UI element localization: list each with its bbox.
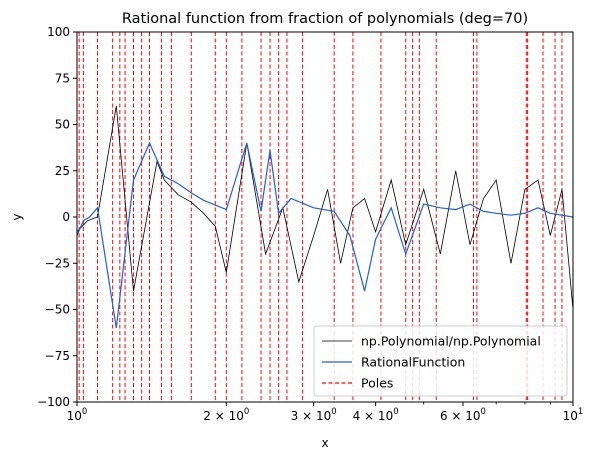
y-tick-label: 25 bbox=[55, 164, 70, 178]
y-tick-label: 75 bbox=[55, 71, 70, 85]
x-tick-label: 101 bbox=[563, 407, 584, 423]
x-axis: 100 2 × 100 3 × 100 4 × 100 6 × 100 101 bbox=[67, 402, 584, 423]
y-tick-label: −75 bbox=[45, 349, 70, 363]
legend: np.Polynomial/np.Polynomial RationalFunct… bbox=[313, 325, 568, 397]
chart-title: Rational function from fraction of polyn… bbox=[122, 11, 528, 27]
legend-label: Poles bbox=[361, 376, 393, 391]
legend-box bbox=[313, 325, 568, 397]
series-polynomial-ratio-line bbox=[77, 105, 573, 310]
y-tick-label: 100 bbox=[47, 25, 70, 39]
x-tick-label: 100 bbox=[67, 407, 88, 423]
x-tick-label: 4 × 100 bbox=[353, 407, 399, 423]
x-tick-label: 6 × 100 bbox=[440, 407, 486, 423]
y-axis: 100 75 50 25 0 −25 −50 −75 −100 bbox=[37, 25, 77, 409]
y-tick-label: −25 bbox=[45, 256, 70, 270]
plot-area bbox=[77, 32, 573, 402]
y-tick-label: 50 bbox=[55, 118, 70, 132]
y-tick-label: −100 bbox=[37, 395, 70, 409]
y-tick-label: 0 bbox=[62, 210, 70, 224]
x-axis-label: x bbox=[321, 436, 328, 450]
series-rational-function-line bbox=[77, 141, 573, 329]
y-axis-label: y bbox=[10, 213, 24, 220]
x-tick-label: 3 × 100 bbox=[291, 407, 337, 423]
x-tick-label: 2 × 100 bbox=[203, 407, 249, 423]
legend-label: np.Polynomial/np.Polynomial bbox=[361, 334, 541, 349]
legend-label: RationalFunction bbox=[361, 355, 465, 370]
y-tick-label: −50 bbox=[45, 303, 70, 317]
